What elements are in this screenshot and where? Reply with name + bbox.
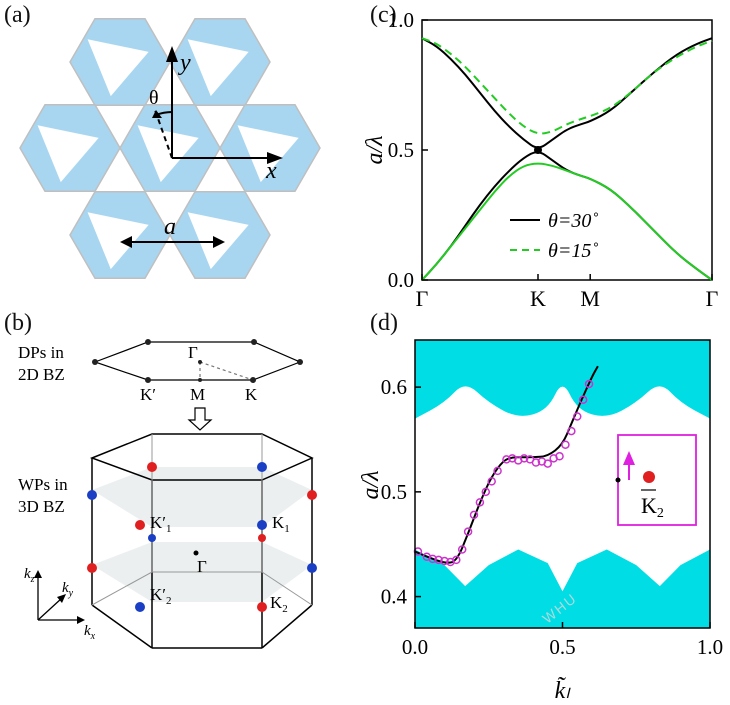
data-point [578,395,588,404]
dirac-point-marker [534,146,542,154]
data-point [502,455,511,464]
k-axes [34,570,85,624]
ky-label: ky [62,580,74,599]
axis-ticks: 0.0 0.5 1.0 Γ K M Γ [388,8,719,310]
data-point [567,426,576,436]
data-point [481,487,491,497]
x-tick-label: 1.0 [697,635,723,659]
dp-label-line2: 2D BZ [18,365,65,384]
k2prime-label: K′2 [150,585,172,607]
panel-d-projected-band-chart: 0.4 0.5 0.6 0.0 0.5 1.0 a/λ k̃ₗ K2 [360,339,723,704]
gamma-2d-label: Γ [188,343,198,362]
3d-bz-prism [89,433,314,649]
panel-label-d: (d) [370,310,398,336]
inset-box: K2 [615,434,697,526]
y-tick-label: 0.0 [388,268,414,292]
data-point [519,454,529,463]
down-arrow [187,407,213,431]
y-tick-label: 1.0 [388,8,414,32]
x-tick-label: 0.0 [402,635,428,659]
lattice-constant-arrow [120,236,225,248]
data-point [434,555,443,565]
kprime-2d-label: K′ [140,385,156,404]
2d-bz-dirac-points [92,339,303,383]
surface-state-series [413,365,599,567]
legend: θ=30˚ θ=15˚ [510,210,598,262]
data-point [543,459,552,468]
panel-a-lattice: y x θ a [19,17,321,280]
y-tick-label: 0.6 [381,375,407,399]
k2-label: K2 [270,593,288,615]
panel-label-c: (c) [370,2,397,28]
wp-label-line2: 3D BZ [18,497,65,516]
coordinate-axes [152,46,283,164]
x-tick-label: Γ [706,286,719,310]
data-point [555,451,564,461]
m-2d-label: M [190,385,205,404]
axis-y-label: y [178,50,191,76]
data-point [440,556,449,566]
x-tick-label: M [580,286,600,310]
kz-label: kz [24,566,35,585]
angle-theta-label: θ [149,87,159,109]
k1prime-label: K′1 [150,513,172,535]
panel-c-band-chart: 0.0 0.5 1.0 Γ K M Γ a/λ θ=30˚ θ=15˚ [362,8,719,310]
data-point [493,466,502,476]
y-tick-label: 0.5 [388,138,414,162]
data-point [452,555,461,565]
x-tick-label: K [530,286,546,310]
dp-label-line1: DPs in [18,343,64,362]
band-series [421,37,713,281]
band-line-0 [421,37,713,149]
y-axis-label: a/λ [362,135,388,164]
panel-label-b: (b) [4,310,32,336]
y-axis-label: a/λ [360,470,384,499]
lattice-constant-label: a [164,214,176,240]
axis-ticks: 0.4 0.5 0.6 0.0 0.5 1.0 [381,375,723,659]
gamma-3d-label: Γ [197,557,207,576]
wp-label-line1: WPs in [18,475,68,494]
y-tick-label: 0.4 [381,585,408,609]
x-tick-label: Γ [416,286,429,310]
k1-label: K1 [272,513,290,535]
x-tick-label: 0.5 [549,635,575,659]
data-point [457,545,467,554]
panel-b-brillouin-zone: DPs in 2D BZ Γ K′ M K WPs in 3D BZ [18,339,317,649]
weyl-points [87,462,317,612]
y-tick-label: 0.5 [381,480,407,504]
data-point [531,458,541,467]
inset-k-label: K2 [641,493,664,521]
legend-label-15: θ=15˚ [548,240,598,262]
panel-label-a: (a) [4,2,31,28]
band-line-2 [421,37,713,135]
data-point [561,440,570,449]
data-point [469,510,479,520]
data-point [573,412,582,421]
data-point [428,554,437,564]
data-point [475,498,485,507]
x-axis-label: k̃ₗ [555,676,572,704]
data-point [584,379,594,389]
data-point [487,477,496,486]
legend-label-30: θ=30˚ [548,210,598,232]
band-line-3 [421,162,713,281]
data-point [463,527,473,536]
kx-label: kx [84,623,96,642]
k-2d-label: K [245,385,258,404]
axis-x-label: x [265,158,277,184]
